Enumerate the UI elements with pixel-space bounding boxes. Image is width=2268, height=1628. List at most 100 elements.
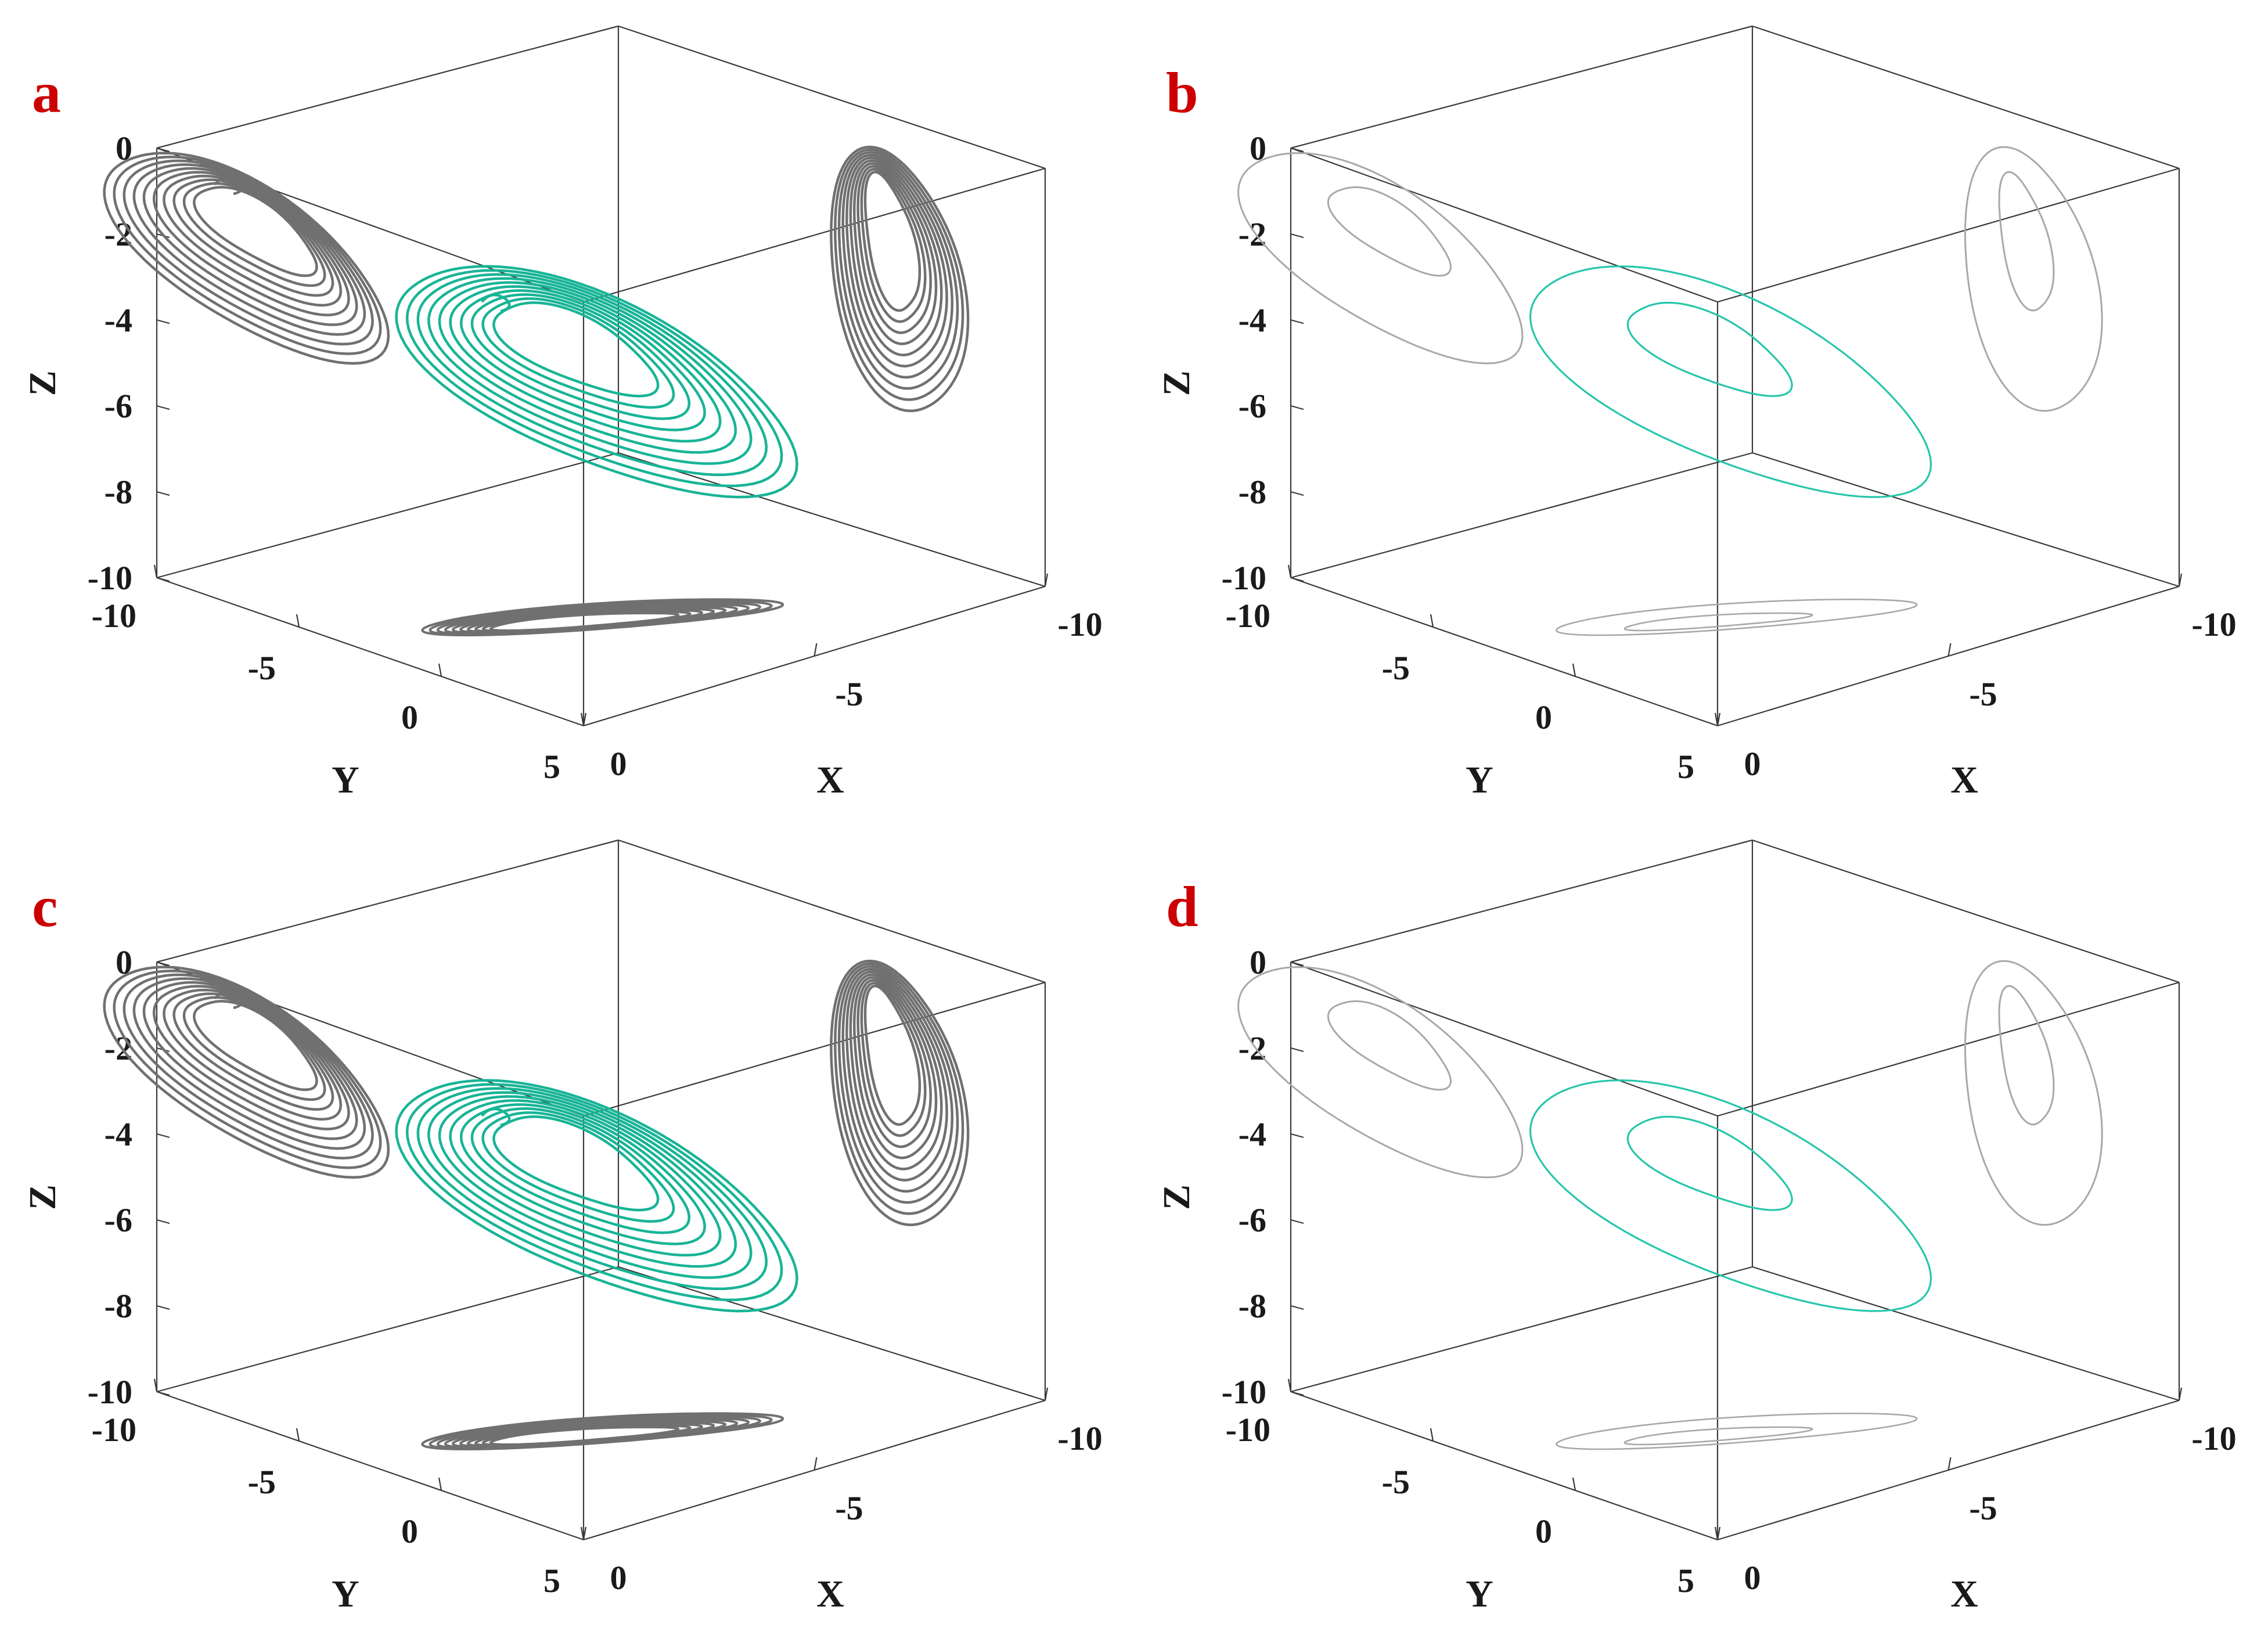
x-axis-label: X (1950, 1573, 1978, 1615)
y-tick-label: -10 (92, 1411, 136, 1449)
z-tick-mark (1290, 1305, 1304, 1310)
box-edge (156, 25, 619, 149)
box-edge (1290, 961, 1718, 1117)
x-tick-label: -5 (1969, 1489, 1997, 1527)
box-edge (1752, 452, 2180, 588)
yz-projection-loop (193, 186, 318, 278)
xy-projection-loop (489, 1426, 680, 1446)
y-tick-mark (1572, 663, 1576, 677)
z-tick-label: 0 (1250, 129, 1266, 167)
x-tick-mark (1044, 573, 1049, 587)
xz-projection-loop (841, 153, 954, 379)
z-tick-label: -2 (105, 1029, 132, 1067)
y-tick-mark (1430, 614, 1434, 628)
x-tick-label: 0 (1744, 745, 1761, 783)
trajectory-loop (449, 1099, 722, 1257)
trajectory-loop (481, 293, 511, 313)
trajectory-loop (470, 293, 691, 420)
z-tick-mark (156, 961, 170, 967)
yz-projection-loop (182, 182, 326, 287)
yz-projection-loop (1327, 186, 1452, 277)
y-tick-label: 0 (1535, 1512, 1552, 1550)
xz-projection-loop (845, 970, 948, 1182)
panel-letter: d (1166, 874, 1198, 939)
box-edge (583, 167, 1046, 303)
y-tick-label: -10 (1226, 597, 1270, 635)
y-tick-mark (296, 614, 300, 628)
z-tick-label: -10 (1222, 559, 1266, 597)
x-tick-mark (1947, 643, 1952, 657)
y-tick-mark (438, 663, 442, 677)
z-tick-label: -8 (105, 1287, 132, 1325)
xy-projection (421, 598, 784, 636)
xy-projection-loop (489, 612, 680, 632)
trajectory-loop (395, 265, 798, 499)
trajectory (1529, 265, 1932, 498)
box-edge (1752, 1266, 2180, 1402)
y-tick-label: 0 (1535, 698, 1552, 736)
y-tick-label: -5 (1382, 1463, 1410, 1501)
y-tick-mark (1714, 712, 1719, 726)
xz-projection-loop (1998, 171, 2055, 312)
y-tick-label: 5 (543, 1562, 560, 1600)
xz-projection-loop (837, 151, 959, 390)
xz-projection-loop (834, 962, 964, 1215)
trajectory-loop (449, 285, 722, 443)
trajectory-loop (459, 289, 706, 431)
box-edge (1290, 1266, 1753, 1393)
y-tick-label: 0 (401, 1512, 418, 1550)
z-tick-mark (1290, 147, 1304, 153)
yz-projection-loop (1237, 966, 1524, 1179)
yz-projection-loop (142, 167, 358, 326)
trajectory-loop (427, 1091, 753, 1279)
trajectory-loop (481, 1107, 511, 1127)
box-edge (156, 452, 619, 579)
yz-projection-loop (113, 156, 382, 355)
xz-projection-loop (849, 973, 943, 1170)
x-tick-label: -5 (835, 675, 863, 713)
y-tick-label: -10 (1226, 1411, 1270, 1449)
box-edge (618, 25, 1046, 170)
y-tick-mark (1287, 564, 1292, 578)
box-edge (156, 839, 619, 963)
z-tick-mark (156, 1305, 170, 1310)
xz-projection-loop (837, 965, 959, 1204)
xy-projection (1556, 1413, 1918, 1450)
y-axis-label: Y (332, 759, 359, 801)
yz-projection-loop (103, 966, 390, 1179)
z-axis-label: Z (21, 1184, 64, 1210)
yz-projection-loop (152, 171, 350, 316)
box-edge (1290, 577, 1718, 727)
xy-projection (1556, 599, 1918, 636)
z-tick-mark (1290, 233, 1304, 239)
xz-projection-loop (863, 170, 921, 312)
y-axis-label: Y (1466, 1573, 1493, 1615)
z-tick-label: -4 (105, 1115, 132, 1153)
trajectory-loop (492, 1115, 660, 1212)
box-edge (1290, 839, 1753, 963)
xz-projection-loop (860, 167, 927, 323)
xz-projection-loop (1998, 985, 2055, 1126)
yz-projection (103, 966, 390, 1179)
box-edge (1290, 25, 1753, 149)
trajectory-loop (1626, 301, 1793, 397)
yz-projection-loop (132, 163, 366, 336)
xz-projection-loop (863, 984, 921, 1126)
panel-letter: a (32, 60, 61, 125)
trajectory (395, 265, 798, 499)
y-tick-mark (438, 1477, 442, 1491)
xz-projection-loop (853, 976, 938, 1159)
xz-projection-loop (841, 967, 954, 1193)
box-edge (1290, 1391, 1718, 1541)
xz-projection (1964, 960, 2103, 1226)
z-tick-label: -4 (1239, 1115, 1266, 1153)
trajectory-loop (405, 1083, 783, 1302)
panel-b: 0 -2 -4 -6 -8 -10 Z -10 -5 0 5 Y 0 -5 -10 X b (1134, 0, 2268, 814)
x-tick-label: 0 (610, 745, 627, 783)
yz-projection-loop (1237, 152, 1524, 365)
panel-letter: b (1166, 60, 1198, 125)
y-tick-mark (1287, 1378, 1292, 1392)
trajectory-loop (438, 1095, 737, 1268)
